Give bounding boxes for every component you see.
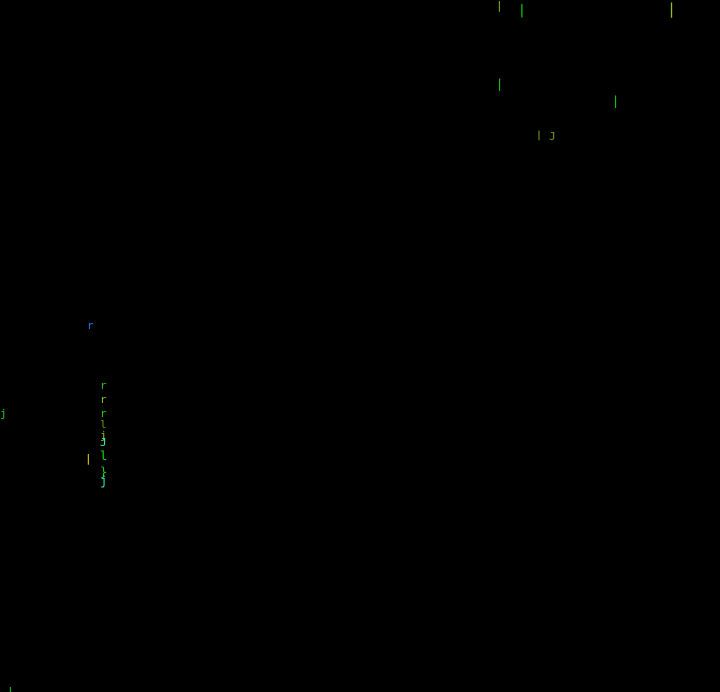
rain-glyph: | <box>518 3 526 18</box>
rain-glyph: | <box>612 94 620 108</box>
rain-glyph: j <box>0 407 7 420</box>
rain-glyph: j <box>100 474 108 488</box>
rain-glyph: J <box>549 130 556 143</box>
rain-glyph: j <box>100 429 107 442</box>
rain-glyph: | <box>85 452 92 465</box>
rain-glyph: r <box>100 407 107 420</box>
rain-glyph: r <box>100 379 107 392</box>
rain-glyph: | <box>667 0 677 18</box>
rain-glyph: r <box>87 319 94 332</box>
rain-glyph: l <box>100 449 108 463</box>
rain-glyph: r <box>100 393 107 406</box>
rain-glyph: | <box>496 0 503 12</box>
rain-glyph: } <box>100 465 108 479</box>
rain-glyph: l <box>100 418 107 431</box>
rain-glyph: | <box>7 685 14 692</box>
rain-glyph: | <box>496 77 504 91</box>
rain-glyph: | <box>536 130 543 141</box>
rain-glyph: J <box>100 436 107 449</box>
